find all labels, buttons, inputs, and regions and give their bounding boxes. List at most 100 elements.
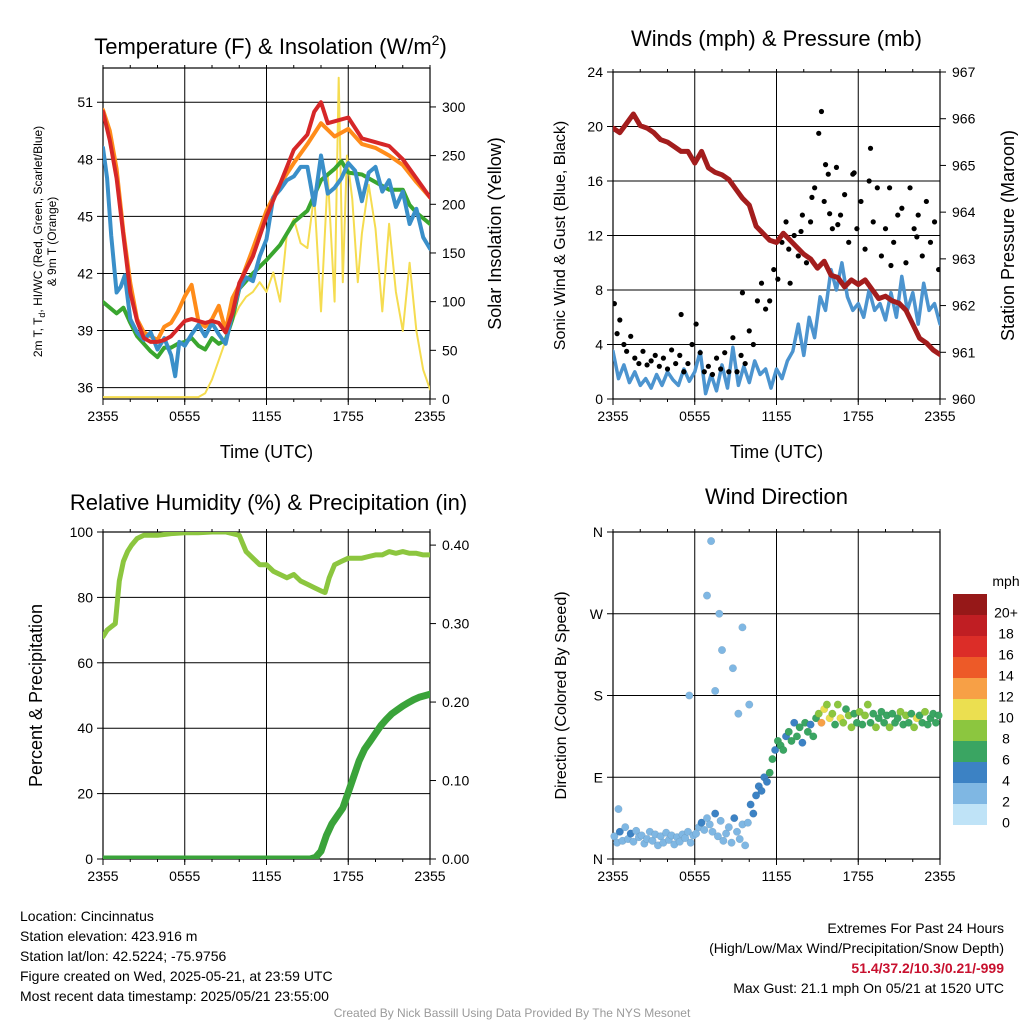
series-precip-line <box>103 690 430 859</box>
gust-point <box>791 232 797 239</box>
legend-label: 14 <box>998 668 1014 684</box>
series-sonic_wind-line <box>613 261 940 396</box>
gridlines <box>97 65 431 405</box>
direction-point <box>787 736 796 745</box>
y2-axis-label: Solar Insolation (Yellow) <box>485 137 505 329</box>
extremes-title: Extremes For Past 24 Hours <box>827 920 1004 936</box>
direction-point <box>713 832 722 841</box>
gust-point <box>746 328 752 334</box>
direction-point <box>730 814 739 823</box>
direction-point <box>738 623 747 632</box>
direction-point <box>822 700 831 709</box>
gridlines <box>607 529 941 865</box>
gust-point <box>822 162 829 168</box>
gust-point <box>685 360 691 367</box>
y-tick-label: 24 <box>587 64 603 80</box>
gust-point <box>681 369 687 375</box>
legend-swatch <box>953 678 987 699</box>
gust-point <box>730 335 736 341</box>
gust-point <box>628 333 634 339</box>
series-group <box>103 532 430 859</box>
y-tick-label: 60 <box>77 655 93 671</box>
recent-text: Most recent data timestamp: 2025/05/21 2… <box>20 988 329 1004</box>
speed-legend: mph 20+ 18 16 14 12 10 8 6 4 2 0 <box>953 573 1020 831</box>
gust-point <box>927 239 934 245</box>
gust-point <box>668 347 675 353</box>
y2-tick-label: 250 <box>442 148 466 164</box>
direction-point <box>746 800 755 809</box>
direction-point <box>614 805 623 814</box>
extremes-info: Extremes For Past 24 Hours (High/Low/Max… <box>709 918 1004 998</box>
gust-point <box>886 185 893 191</box>
y2-tick-label: 0 <box>442 391 450 407</box>
y2-tick-label: 966 <box>952 111 976 127</box>
y2-tick-label: 965 <box>952 157 976 173</box>
chart-title: Winds (mph) & Pressure (mb) <box>631 26 922 51</box>
credit-text: Created By Nick Bassill Using Data Provi… <box>333 1006 691 1020</box>
gust-point <box>722 350 728 356</box>
x-tick-label: 2355 <box>597 408 628 424</box>
legend-label: 18 <box>998 626 1014 642</box>
direction-point <box>828 709 837 718</box>
gust-point <box>632 355 638 361</box>
direction-point <box>910 723 919 732</box>
direction-point <box>866 718 875 727</box>
legend-swatch <box>953 615 987 636</box>
gust-point <box>798 228 804 235</box>
direction-point <box>700 825 709 834</box>
direction-point <box>861 711 870 720</box>
y-tick-label: E <box>594 769 603 785</box>
direction-point <box>790 718 799 727</box>
direction-point <box>757 786 766 795</box>
gust-point <box>786 246 792 252</box>
extremes-legend: (High/Low/Max Wind/Precipitation/Snow De… <box>709 940 1004 956</box>
direction-point <box>817 718 826 727</box>
direction-point <box>907 709 916 718</box>
gust-point <box>621 341 627 348</box>
series-group <box>613 108 940 396</box>
legend-title: mph <box>992 573 1019 589</box>
y2-tick-label: 200 <box>442 196 466 212</box>
direction-point <box>863 700 872 709</box>
y-tick-label: 36 <box>77 380 93 396</box>
gust-point <box>914 234 920 240</box>
direction-point <box>734 709 743 718</box>
y-tick-label: 100 <box>70 524 94 540</box>
gust-point <box>644 362 650 368</box>
y2-tick-label: 960 <box>952 391 976 407</box>
x-axis-label: Time (UTC) <box>730 442 823 462</box>
direction-point <box>831 720 840 729</box>
created-text: Figure created on Wed, 2025-05-21, at 23… <box>20 968 333 984</box>
x-tick-label: 2355 <box>414 408 445 424</box>
gust-point <box>858 198 864 205</box>
y-tick-label: 80 <box>77 589 93 605</box>
series-pressure-line <box>613 111 940 358</box>
gust-point <box>829 226 835 232</box>
x-tick-label: 1155 <box>761 408 791 424</box>
direction-point <box>711 686 720 695</box>
legend-swatch <box>953 804 987 825</box>
x-tick-label: 2355 <box>597 868 628 884</box>
legend-swatch <box>953 741 987 762</box>
gust-point <box>837 212 844 218</box>
gust-point <box>891 239 897 245</box>
gust-point <box>919 253 925 259</box>
direction-point <box>724 823 733 832</box>
gust-point <box>738 352 744 358</box>
gust-point <box>888 262 894 269</box>
y2-tick-label: 964 <box>952 204 976 220</box>
y-tick-label: 12 <box>587 228 603 244</box>
gust-point <box>771 266 777 273</box>
y-axis-label: Percent & Precipitation <box>26 604 46 787</box>
gust-point <box>697 350 703 356</box>
direction-point <box>885 723 894 732</box>
gust-point <box>709 371 716 378</box>
y-tick-label: 0 <box>85 851 93 867</box>
x-tick-label: 1155 <box>251 868 281 884</box>
direction-point <box>735 835 744 844</box>
gust-point <box>624 348 630 354</box>
y2-tick-label: 0.00 <box>442 851 469 867</box>
gust-point <box>895 212 901 218</box>
y-tick-label: W <box>590 606 604 622</box>
legend-label: 12 <box>998 689 1014 705</box>
